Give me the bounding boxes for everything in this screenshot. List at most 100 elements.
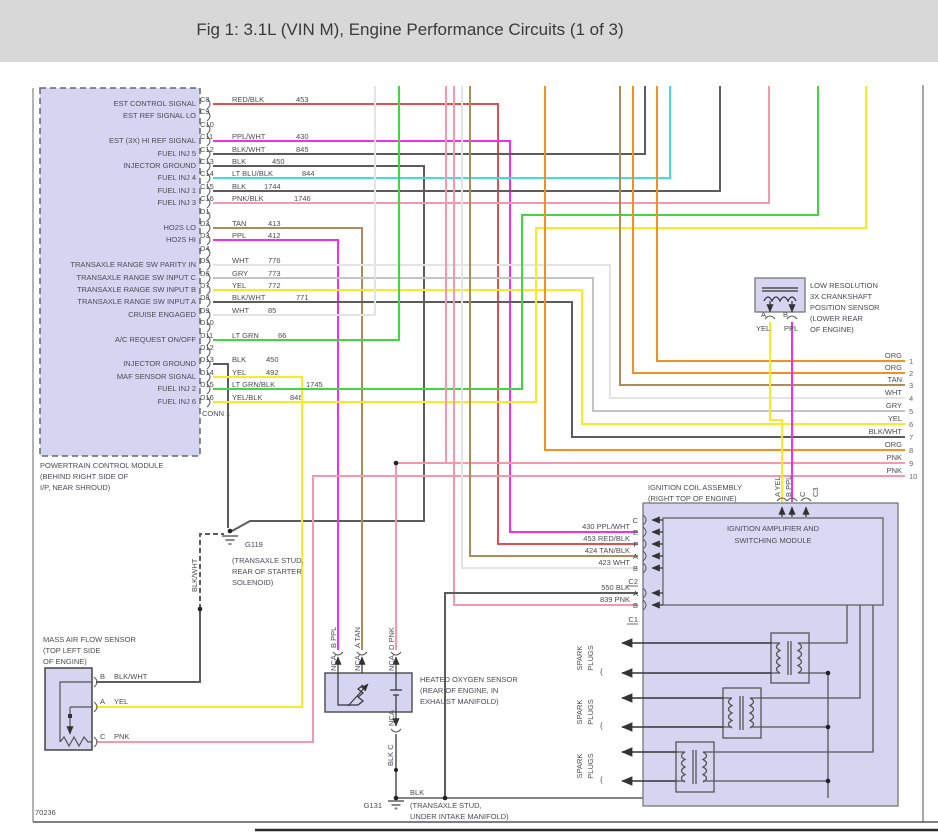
ignition-caption: IGNITION COIL ASSEMBLY	[648, 483, 742, 492]
pcm-pin-id: D15	[200, 380, 214, 389]
ignition-coil-assembly: IGNITION AMPLIFIER AND SWITCHING MODULE …	[575, 476, 899, 807]
pcm-circuit: 85	[268, 306, 276, 315]
rc-wire: YEL	[888, 414, 902, 423]
pcm-pin-id: C11	[200, 132, 213, 141]
ignition-top-brackets	[776, 497, 812, 502]
crank-sensor: A B YEL PPL LOW RESOLUTION 3X CRANKSHAFT…	[754, 277, 880, 334]
pcm-wire: BLK	[232, 355, 246, 364]
pcm-pin-id: D13	[200, 355, 214, 364]
pcm-circuit: 1744	[264, 182, 281, 191]
pcm-caption: POWERTRAIN CONTROL MODULE	[40, 461, 163, 470]
pcm-signal: CRUISE ENGAGED	[128, 310, 197, 319]
pcm-circuit: 412	[268, 231, 281, 240]
pcm-pin-id: D14	[200, 368, 214, 377]
ign-conn-c1: C1	[628, 615, 638, 624]
maf-pin-brackets	[93, 676, 98, 748]
wire-773-gry	[213, 277, 905, 412]
wire-492-yel	[96, 376, 303, 708]
pcm-wire: LT GRN/BLK	[232, 380, 275, 389]
spark-plugs-label: SPARK	[575, 700, 584, 725]
rc-wire: TAN	[888, 375, 902, 384]
spark-plugs-label: PLUGS	[586, 699, 595, 724]
pcm-circuit: 450	[272, 157, 285, 166]
rc-num: 8	[909, 446, 913, 455]
pcm-signal: TRANSAXLE RANGE SW INPUT C	[77, 273, 197, 282]
wire-550-blk	[444, 592, 638, 798]
crank-caption: OF ENGINE)	[810, 325, 854, 334]
pcm-pin-brackets	[206, 98, 211, 408]
wire-845-blk-wht	[213, 86, 646, 155]
wire-blk-wht-dashed	[199, 533, 224, 609]
pcm-pin-id: D3	[200, 231, 210, 240]
ign-pin: E	[633, 528, 638, 537]
g131-ground-icon	[388, 800, 404, 810]
pcm-wire: YEL	[232, 281, 246, 290]
rc-wire: ORG	[885, 440, 902, 449]
spark-plugs-label: SPARK	[575, 646, 584, 671]
title-bar: Fig 1: 3.1L (VIN M), Engine Performance …	[0, 0, 938, 62]
pcm-wire: PPL/WHT	[232, 132, 266, 141]
pcm-circuit: 430	[296, 132, 309, 141]
pcm-wire: YEL	[232, 368, 246, 377]
pcm-signal: FUEL INJ 4	[158, 173, 196, 182]
maf-pin-wire: PNK	[114, 732, 129, 741]
g131-caption: UNDER INTAKE MANIFOLD)	[410, 812, 509, 821]
pcm-caption: I/P, NEAR SHROUD)	[40, 483, 111, 492]
maf-pin-letter: B	[100, 672, 105, 681]
ho2s-top-pin: B PPL	[329, 627, 338, 648]
pcm-wire: BLK/WHT	[232, 145, 266, 154]
maf-pin-wire: BLK/WHT	[114, 672, 148, 681]
ignition-caption: (RIGHT TOP OF ENGINE)	[648, 494, 737, 503]
pcm-signal: TRANSAXLE RANGE SW PARITY IN	[70, 260, 196, 269]
ign-pin: F	[633, 540, 638, 549]
pcm-conn-label: CONN 1	[202, 409, 230, 418]
crank-pin-brackets	[764, 315, 798, 320]
ho2s-brackets	[332, 651, 402, 733]
rc-num: 1	[909, 357, 913, 366]
crank-caption: LOW RESOLUTION	[810, 281, 878, 290]
pcm-wire: BLK	[232, 182, 246, 191]
pcm-circuit: 771	[296, 293, 309, 302]
pcm-circuit: 413	[268, 219, 281, 228]
ho2s-top-pin: D PNK	[387, 627, 396, 650]
wire-1745-lt-grn-blk	[213, 86, 819, 390]
ignition-module-box	[662, 517, 884, 606]
ho2s-nca: NCA	[329, 655, 338, 671]
pcm-signal: MAF SENSOR SIGNAL	[117, 372, 196, 381]
ho2s-internals	[337, 673, 402, 712]
wire-450-blk-d13	[213, 363, 229, 528]
g119-caption: REAR OF STARTER	[232, 567, 302, 576]
inductor-icon	[762, 287, 798, 303]
rc-wire: ORG	[885, 351, 902, 360]
rc-num: 6	[909, 420, 913, 429]
pcm-signal: INJECTOR GROUND	[123, 359, 196, 368]
rc-num: 3	[909, 381, 913, 390]
pcm-circuit: 492	[266, 368, 279, 377]
pcm-box	[39, 87, 201, 457]
wire-pnk-conn10	[96, 475, 905, 743]
ignition-top-arrows	[778, 506, 810, 517]
pcm-wire: GRY	[232, 269, 248, 278]
ign-wire-label: 424 TAN/BLK	[585, 546, 630, 555]
wire-413-tan	[213, 227, 363, 650]
g119-ground-icon	[222, 535, 238, 545]
crank-wire-a: YEL	[756, 324, 770, 333]
ign-wire-label: 550 BLK	[601, 583, 630, 592]
pcm-wire: YEL/BLK	[232, 393, 262, 402]
coil-3	[675, 741, 715, 793]
pcm-signal: FUEL INJ 1	[158, 186, 196, 195]
brace: {	[600, 775, 603, 784]
pcm-caption: (BEHIND RIGHT SIDE OF	[40, 472, 129, 481]
pcm-pin-id: D16	[200, 393, 214, 402]
crank-wire-b: PPL	[784, 324, 798, 333]
maf-internals	[59, 681, 92, 748]
rc-num: 9	[909, 459, 913, 468]
wire-776-wht	[213, 264, 905, 399]
spark-plugs-label: SPARK	[575, 754, 584, 779]
pcm-circuit: 844	[302, 169, 315, 178]
ign-pin: B	[633, 601, 638, 610]
rc-num: 7	[909, 433, 913, 442]
g131-wire-label: BLK	[410, 788, 424, 797]
pcm-signal: FUEL INJ 2	[158, 384, 196, 393]
brace: {	[600, 721, 603, 730]
